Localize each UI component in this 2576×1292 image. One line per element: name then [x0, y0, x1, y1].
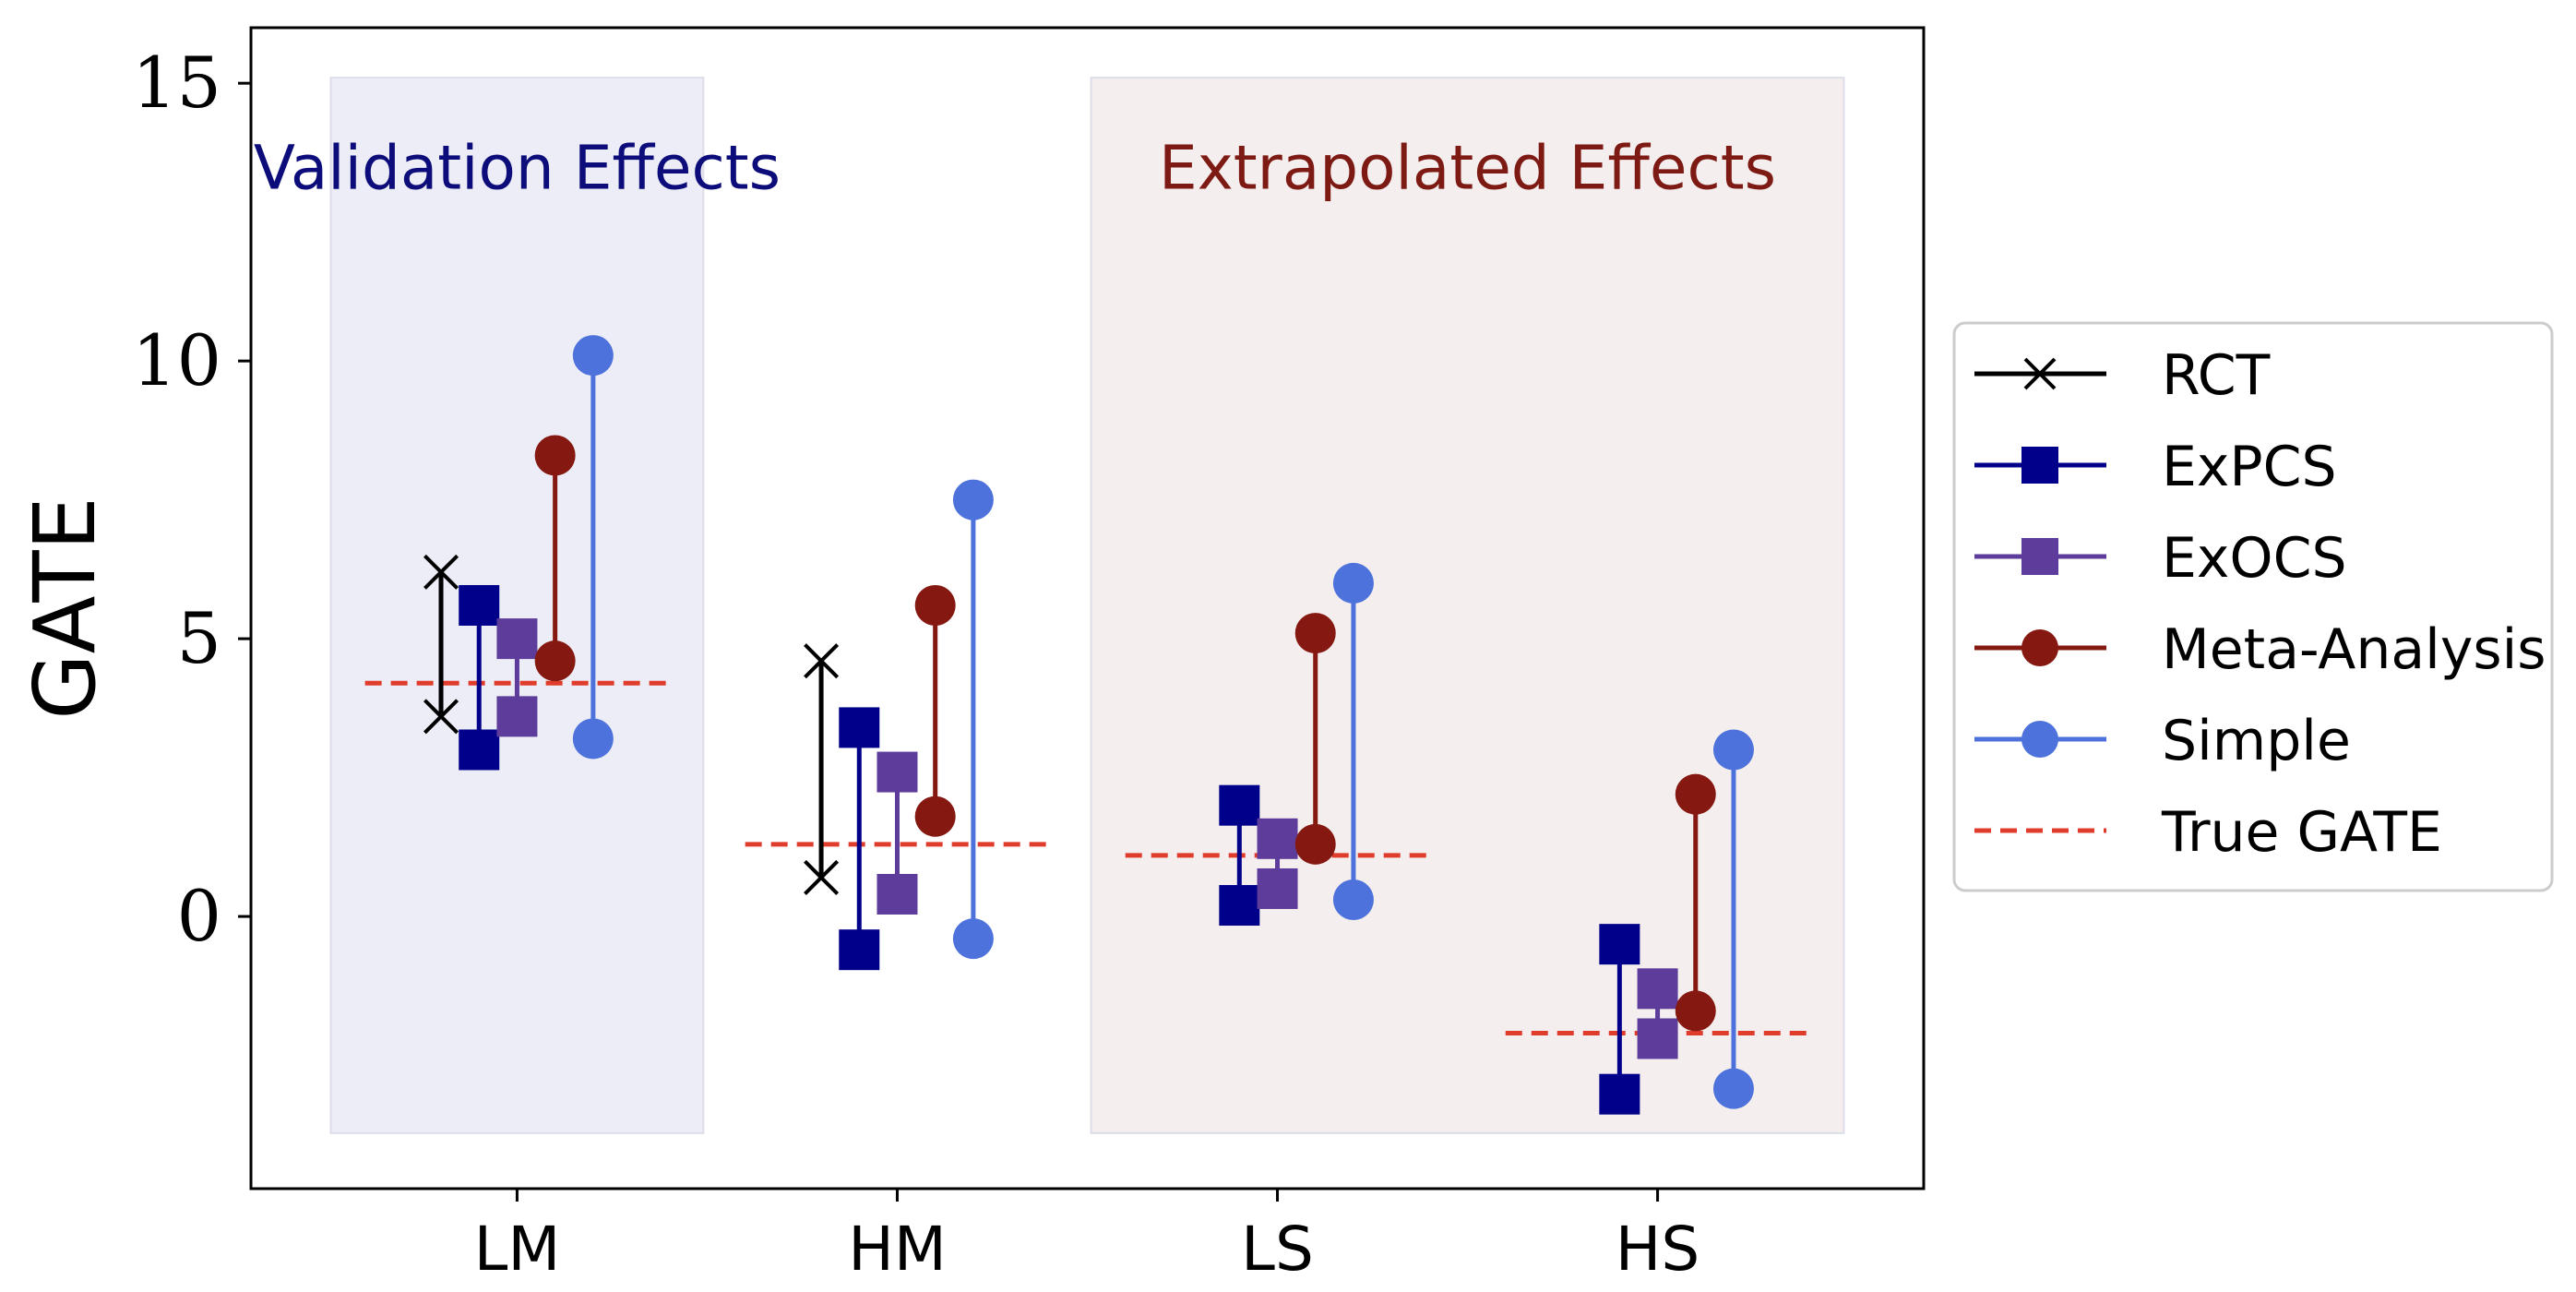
expcs-ls-high: [1219, 784, 1260, 826]
legend-label-simple: Simple: [2162, 709, 2351, 773]
legend-marker-expcs: [2021, 447, 2058, 484]
legend-marker-simple: [2021, 721, 2058, 758]
simple-lm-high: [572, 335, 614, 377]
region-label-extrapolated-effects: Extrapolated Effects: [1159, 133, 1776, 204]
rct-hm-low: [804, 859, 840, 895]
simple-hm-high: [952, 479, 994, 520]
meta-analysis-lm-high: [534, 435, 576, 476]
meta-analysis-ls-low: [1294, 823, 1336, 865]
simple-ls-high: [1332, 562, 1374, 604]
legend-label-meta-analysis: Meta-Analysis: [2162, 617, 2546, 682]
x-tick-label-hm: HM: [848, 1214, 947, 1285]
legend-marker-rct: [2023, 357, 2057, 390]
series-simple: [572, 335, 1754, 1109]
exocs-hm-high: [877, 751, 918, 793]
legend-item-expcs: ExPCS: [1974, 435, 2337, 499]
y-axis-label: GATE: [16, 496, 114, 719]
legend-label-expcs: ExPCS: [2162, 435, 2337, 499]
legend-item-simple: Simple: [1974, 709, 2351, 773]
legend-item-exocs: ExOCS: [1974, 526, 2347, 591]
meta-analysis-lm-low: [534, 640, 576, 682]
series-expcs: [459, 584, 1640, 1115]
expcs-hm-high: [839, 707, 880, 748]
meta-analysis-hm-low: [914, 796, 956, 837]
x-axis: LM HM LS HS: [474, 1189, 1700, 1285]
legend-item-meta-analysis: Meta-Analysis: [1974, 617, 2546, 682]
exocs-ls-low: [1257, 867, 1298, 909]
exocs-hm-low: [877, 873, 918, 915]
simple-lm-low: [572, 718, 614, 760]
rct-lm-low: [423, 699, 459, 735]
x-tick-label-hs: HS: [1616, 1214, 1700, 1285]
series-meta-analysis: [534, 435, 1716, 1032]
rct-lm-high: [423, 554, 459, 590]
legend: RCT ExPCS ExOCS Meta-Analysis Simple True GAT…: [1952, 321, 2554, 892]
region-label-validation-effects: Validation Effects: [254, 133, 781, 204]
expcs-hs-high: [1599, 924, 1640, 965]
shaded-regions: [329, 77, 1845, 1134]
rct-hm-high: [804, 643, 840, 679]
simple-ls-low: [1332, 879, 1374, 921]
exocs-hs-low: [1637, 1018, 1678, 1059]
exocs-lm-low: [496, 696, 538, 737]
expcs-ls-low: [1219, 885, 1260, 927]
series-intervals: [423, 335, 1754, 1115]
x-tick-label-lm: LM: [474, 1214, 561, 1285]
meta-analysis-ls-high: [1294, 613, 1336, 654]
legend-marker-exocs: [2021, 538, 2058, 575]
y-tick-label-0: 0: [177, 875, 221, 957]
simple-hs-low: [1712, 1068, 1754, 1109]
series-rct: [423, 554, 840, 895]
simple-hs-high: [1712, 729, 1754, 771]
y-axis: 0 5 10 15: [132, 42, 251, 957]
legend-label-true-gate: True GATE: [2161, 800, 2442, 865]
y-tick-label-5: 5: [177, 597, 221, 679]
expcs-hs-low: [1599, 1073, 1640, 1115]
plot-frame: [249, 26, 1926, 1190]
legend-item-true-gate: True GATE: [1974, 800, 2442, 865]
expcs-lm-low: [459, 729, 500, 771]
legend-label-exocs: ExOCS: [2162, 526, 2347, 591]
legend-label-rct: RCT: [2162, 343, 2271, 408]
meta-analysis-hm-high: [914, 584, 956, 626]
exocs-lm-high: [496, 618, 538, 660]
series-exocs: [496, 618, 1678, 1059]
region-extrapolated-effects: [1090, 77, 1845, 1134]
x-tick-label-ls: LS: [1241, 1214, 1314, 1285]
region-validation-effects: [329, 77, 705, 1134]
expcs-lm-high: [459, 584, 500, 626]
region-labels: Validation Effects Extrapolated Effects: [254, 133, 1776, 204]
meta-analysis-hs-high: [1675, 773, 1716, 815]
y-tick-label-15: 15: [132, 42, 221, 124]
legend-marker-meta-analysis: [2021, 629, 2058, 666]
exocs-ls-high: [1257, 818, 1298, 859]
exocs-hs-high: [1637, 968, 1678, 1010]
meta-analysis-hs-low: [1675, 990, 1716, 1032]
legend-item-rct: RCT: [1974, 343, 2271, 408]
simple-hm-low: [952, 918, 994, 960]
expcs-hm-low: [839, 929, 880, 971]
y-tick-label-10: 10: [132, 319, 221, 401]
